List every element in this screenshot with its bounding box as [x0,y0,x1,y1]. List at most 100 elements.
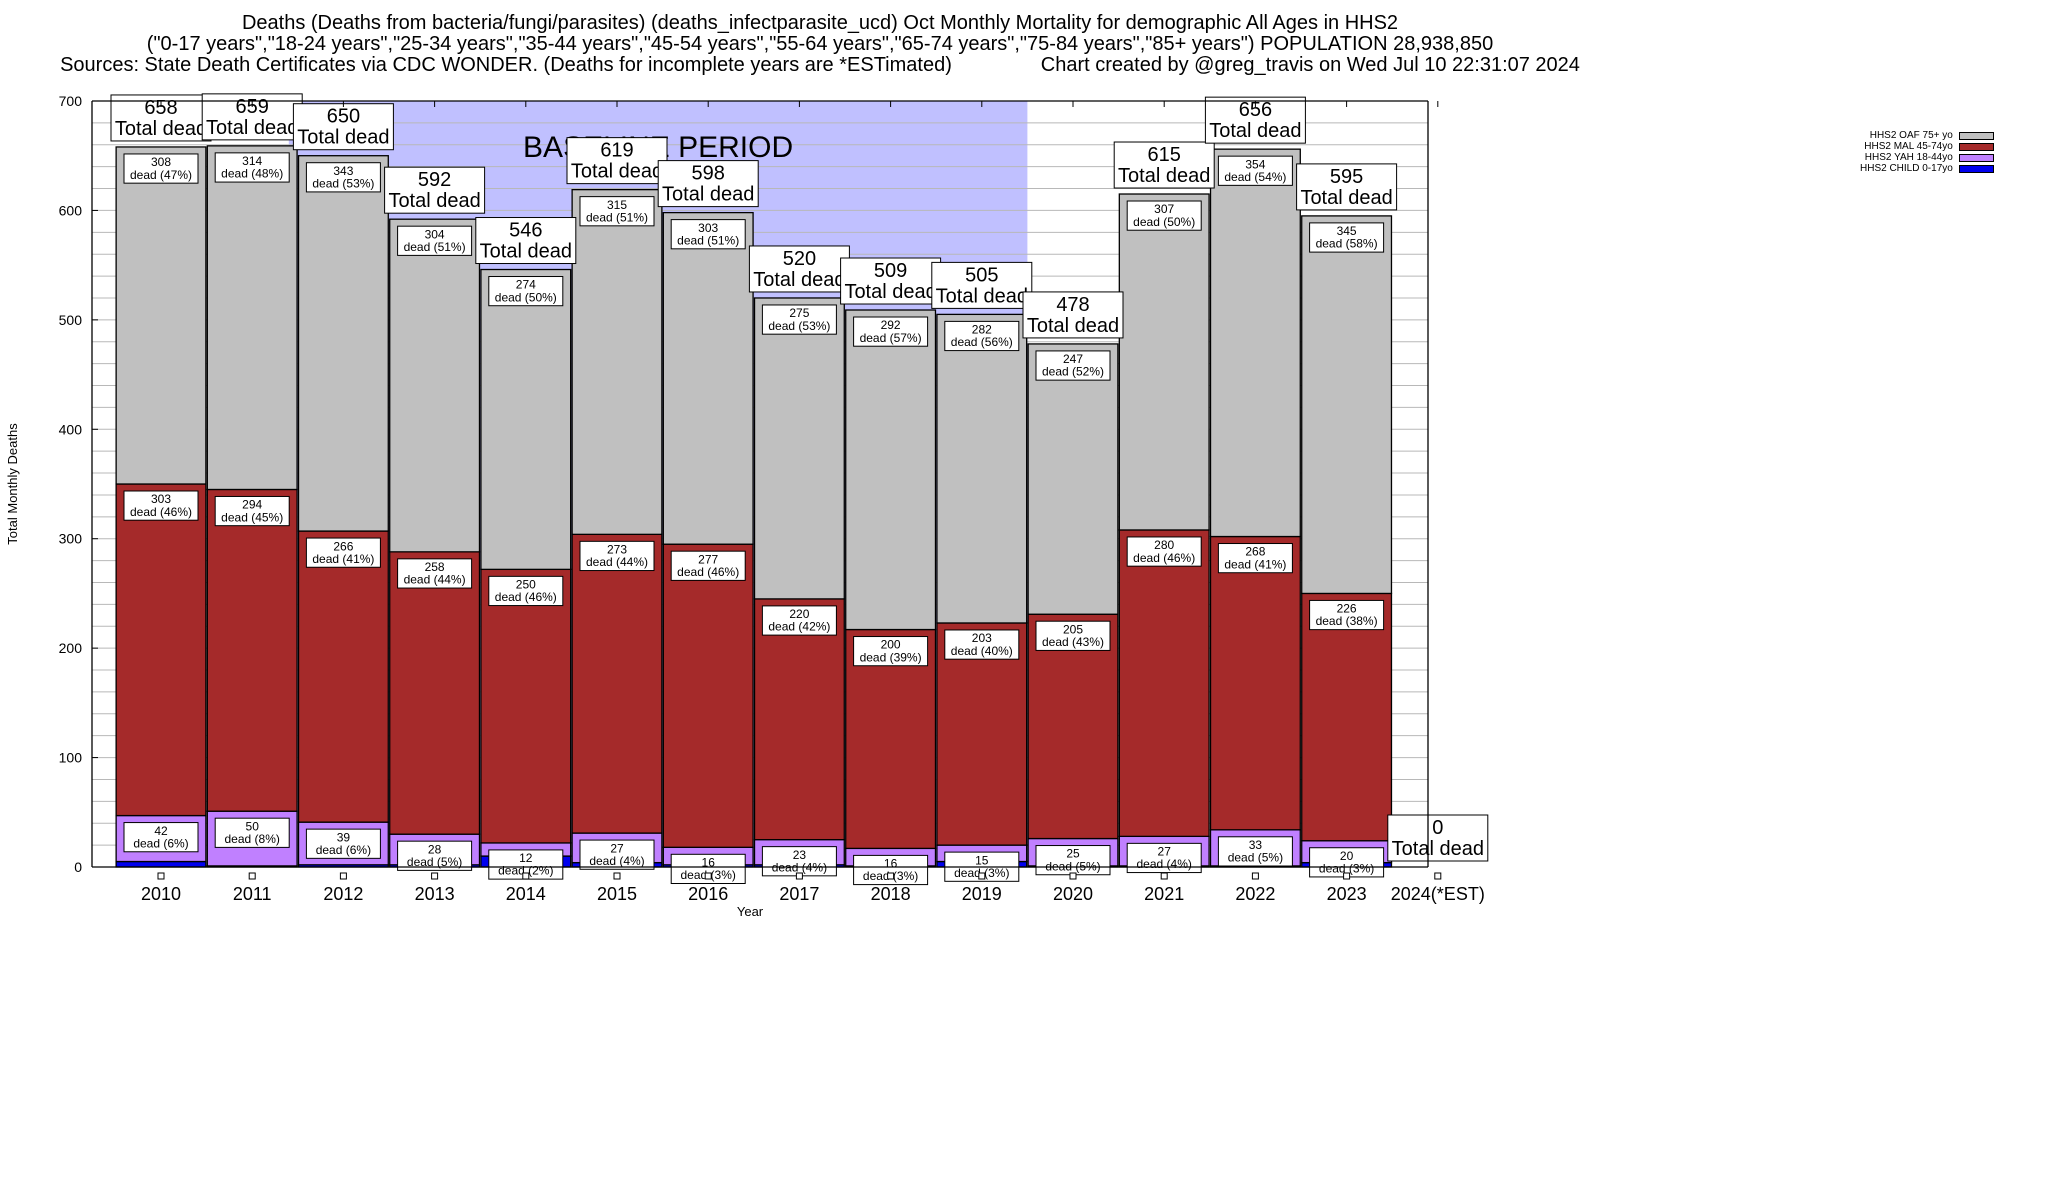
x-tick-label: 2023 [1327,884,1367,904]
bar-segment-hhs2-oaf-75-yo [1118,193,1210,531]
segment-data-label-box [579,540,655,572]
bar-segment-hhs2-oaf-75-yo [389,218,481,553]
segment-data-label-box [123,153,199,184]
bar-segment-hhs2-oaf-75-yo [1027,343,1119,615]
total-data-label: 592 [418,169,451,191]
segment-data-label: 200 [881,638,901,652]
segment-data-label: dead (43%) [1042,635,1104,649]
segment-data-label: dead (53%) [312,177,374,191]
segment-data-label: dead (54%) [1224,170,1286,184]
segment-data-label: 247 [1063,352,1083,366]
segment-data-label-box [305,162,381,193]
y-tick-label: 100 [59,750,83,766]
segment-data-label: 315 [607,198,627,212]
x-marker [978,872,986,880]
segment-data-label-box [305,828,381,859]
legend-label: HHS2 OAF 75+ yo [1869,130,1953,141]
total-data-label: Total dead [936,285,1028,307]
segment-data-label: 303 [151,492,171,506]
total-data-label: 509 [874,260,907,282]
total-data-label: Total dead [297,127,389,149]
x-marker [339,872,347,880]
segment-data-label-box [488,276,564,307]
segment-data-label-box [944,320,1020,352]
legend-label: HHS2 MAL 45-74yo [1864,141,1953,152]
x-marker [795,872,803,880]
segment-data-label: 307 [1154,202,1174,216]
total-data-label: 650 [327,106,360,128]
legend-item: HHS2 OAF 75+ yo [1860,130,1994,141]
segment-data-label: dead (48%) [221,167,283,181]
segment-data-label: dead (50%) [495,290,557,304]
segment-data-label: dead (53%) [768,319,830,333]
bar-segment-hhs2-mal-45-74yo [1027,613,1119,840]
segment-data-label-box [1309,222,1385,253]
x-tick-label: 2016 [688,884,728,904]
segment-data-label-box [853,316,929,347]
bar-segment-hhs2-mal-45-74yo [115,483,207,817]
segment-data-label: 42 [154,824,168,838]
segment-data-label-box [305,537,381,568]
segment-data-label: 258 [425,560,445,574]
total-data-label: 658 [144,97,177,119]
segment-data-label-box [1217,836,1293,867]
segment-data-label: dead (46%) [1133,551,1195,565]
segment-data-label-box [214,152,290,183]
x-marker [248,872,256,880]
x-marker [1343,872,1351,880]
segment-data-label: 354 [1245,157,1265,171]
segment-data-label-box [853,636,929,667]
x-marker [157,872,165,880]
total-data-label: Total dead [662,184,754,206]
segment-data-label: 266 [333,539,353,553]
segment-data-label: dead (6%) [133,836,188,850]
segment-data-label: dead (46%) [677,565,739,579]
legend-label: HHS2 CHILD 0-17yo [1860,163,1953,174]
total-data-label-box [292,103,394,151]
chart-title-line-1: Deaths (Deaths from bacteria/fungi/paras… [241,12,1399,34]
legend-item: HHS2 YAH 18-44yo [1860,152,1994,163]
segment-data-label-box [123,822,199,853]
x-tick-label: 2024(*EST) [1391,884,1485,904]
segment-data-label: 20 [1340,849,1354,863]
total-data-label-box [931,261,1033,309]
total-data-label: 546 [509,220,542,242]
x-tick-label: 2019 [962,884,1002,904]
segment-data-label: dead (46%) [130,505,192,519]
total-data-label-box [1022,291,1124,339]
segment-data-label-box [488,575,564,607]
segment-data-label: 268 [1245,545,1265,559]
total-data-label: Total dead [1392,838,1484,860]
bar-segment-hhs2-oaf-75-yo [1301,215,1393,595]
segment-data-label: 27 [610,841,624,855]
legend-swatch [1958,164,1994,173]
bar-segment-hhs2-oaf-75-yo [1209,148,1301,538]
total-data-label: Total dead [1209,120,1301,142]
total-data-label: Total dead [571,161,663,183]
total-data-label-box [1296,163,1398,211]
segment-data-label: 303 [698,221,718,235]
chart-title-line-2: ("0-17 years","18-24 years","25-34 years… [146,33,1494,55]
segment-data-label: 28 [428,842,442,856]
x-tick-label: 2021 [1144,884,1184,904]
segment-data-label: 23 [793,848,807,862]
segment-data-label: dead (51%) [586,210,648,224]
segment-data-label-box [670,219,746,250]
segment-data-label-box [397,225,473,256]
total-data-label: 520 [783,248,816,270]
total-data-label: 598 [692,163,725,185]
y-tick-label: 600 [59,202,83,218]
segment-data-label: 343 [333,164,353,178]
segment-data-label: dead (8%) [225,832,280,846]
total-data-label: Total dead [844,281,936,303]
segment-data-label: 282 [972,323,992,337]
bar-segment-hhs2-oaf-75-yo [571,188,663,535]
segment-data-label-box [397,558,473,589]
segment-data-label: 12 [519,851,533,865]
x-marker [704,872,712,880]
total-data-label: Total dead [480,241,572,263]
x-marker [1160,872,1168,880]
segment-data-label: 277 [698,552,718,566]
x-tick-label: 2011 [233,884,272,904]
total-data-label-box [384,166,486,214]
